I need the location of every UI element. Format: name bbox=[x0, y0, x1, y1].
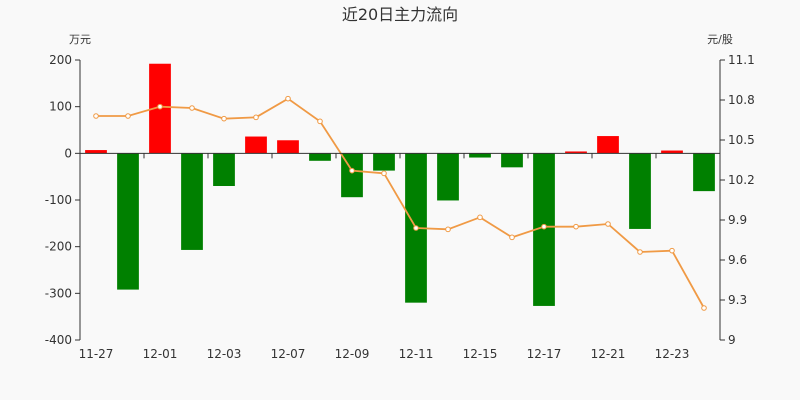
right-tick-label: 10.5 bbox=[728, 133, 755, 147]
price-point bbox=[509, 234, 515, 241]
price-point bbox=[317, 118, 323, 125]
flow-bar bbox=[277, 140, 299, 154]
price-point bbox=[285, 95, 291, 102]
x-tick-label: 12-17 bbox=[527, 347, 562, 361]
right-axis-unit: 元/股 bbox=[707, 33, 733, 46]
x-tick-label: 12-11 bbox=[399, 347, 434, 361]
price-point bbox=[189, 105, 195, 111]
left-tick-label: 100 bbox=[49, 100, 72, 114]
x-tick-label: 12-21 bbox=[591, 347, 626, 361]
right-tick-label: 9.3 bbox=[728, 293, 747, 307]
flow-bar bbox=[501, 153, 523, 168]
price-point bbox=[221, 115, 227, 122]
price-point bbox=[541, 223, 547, 230]
left-axis-unit: 万元 bbox=[69, 33, 91, 46]
price-point bbox=[445, 226, 451, 233]
price-point bbox=[701, 305, 707, 311]
flow-bar bbox=[117, 153, 139, 290]
price-point bbox=[381, 170, 387, 177]
price-point bbox=[93, 113, 99, 119]
left-axis: 200 100 0 -100 -200 -300 -400 bbox=[45, 53, 81, 347]
flow-bar bbox=[309, 153, 331, 161]
flow-bar bbox=[373, 153, 395, 171]
x-tick-label: 12-23 bbox=[655, 347, 690, 361]
flow-bar bbox=[245, 136, 267, 154]
flow-bar bbox=[629, 153, 651, 229]
x-tick-label: 12-03 bbox=[207, 347, 242, 361]
price-point bbox=[573, 223, 579, 230]
right-tick-label: 10.2 bbox=[728, 173, 755, 187]
price-point bbox=[477, 214, 483, 221]
right-tick-label: 10.8 bbox=[728, 93, 755, 107]
price-point bbox=[669, 247, 675, 254]
flow-bar bbox=[661, 150, 683, 154]
x-tick-label: 11-27 bbox=[79, 347, 114, 361]
bar-series bbox=[85, 63, 715, 306]
flow-bar bbox=[565, 151, 587, 154]
left-tick-label: 200 bbox=[49, 53, 72, 67]
right-tick-label: 9.6 bbox=[728, 253, 747, 267]
right-tick-label: 9 bbox=[728, 333, 736, 347]
flow-bar bbox=[85, 150, 107, 154]
left-tick-label: -400 bbox=[45, 333, 72, 347]
price-point bbox=[413, 225, 419, 231]
x-tick-label: 12-07 bbox=[271, 347, 306, 361]
flow-bar bbox=[597, 136, 619, 154]
x-tick-label: 12-15 bbox=[463, 347, 498, 361]
price-point bbox=[349, 167, 355, 174]
right-axis: 11.1 10.8 10.5 10.2 9.9 9.6 9.3 9 bbox=[719, 53, 755, 347]
price-point bbox=[253, 114, 259, 121]
chart-title: 近20日主力流向 bbox=[342, 5, 458, 24]
price-point bbox=[125, 113, 131, 119]
left-tick-label: -100 bbox=[45, 193, 72, 207]
left-tick-label: -300 bbox=[45, 286, 72, 300]
flow-bar bbox=[213, 153, 235, 186]
left-tick-label: -200 bbox=[45, 240, 72, 254]
x-tick-label: 12-01 bbox=[143, 347, 178, 361]
price-point bbox=[637, 249, 643, 255]
flow-bar bbox=[341, 153, 363, 198]
flow-bar bbox=[437, 153, 459, 201]
x-axis: 11-27 12-01 12-03 12-07 12-09 12-11 12-15 12-17… bbox=[79, 152, 721, 361]
price-point bbox=[605, 221, 611, 227]
x-tick-label: 12-09 bbox=[335, 347, 370, 361]
flow-bar bbox=[469, 153, 491, 158]
flow-bar bbox=[693, 153, 715, 192]
right-tick-label: 9.9 bbox=[728, 213, 747, 227]
flow-bar bbox=[533, 153, 555, 306]
price-point bbox=[157, 103, 163, 110]
flow-bar bbox=[181, 153, 203, 250]
price-line bbox=[96, 97, 705, 309]
right-tick-label: 11.1 bbox=[728, 53, 755, 67]
price-line-series bbox=[93, 95, 707, 311]
left-tick-label: 0 bbox=[64, 146, 72, 160]
